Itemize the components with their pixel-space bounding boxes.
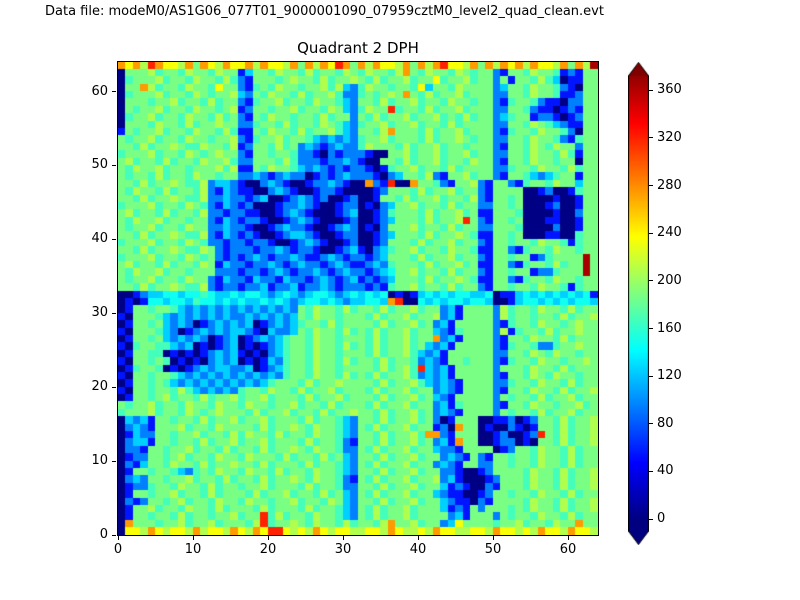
x-tick-label: 40: [409, 542, 427, 557]
colorbar-tick-label: 160: [657, 320, 682, 336]
y-tick-mark: [112, 534, 116, 536]
colorbar-tick-label: 40: [657, 463, 674, 479]
colorbar-tick-mark: [649, 280, 653, 282]
x-tick-label: 60: [559, 542, 577, 557]
x-tick-label: 0: [113, 542, 123, 557]
x-tick-mark: [267, 536, 269, 540]
plot-title: Quadrant 2 DPH: [297, 39, 419, 57]
colorbar-tick-label: 280: [657, 177, 682, 193]
colorbar-tick-label: 120: [657, 368, 682, 384]
colorbar-tick-mark: [649, 328, 653, 329]
x-tick-mark: [192, 536, 194, 540]
x-tick-mark: [492, 536, 494, 540]
x-tick-label: 10: [184, 542, 202, 557]
colorbar-canvas: [628, 62, 649, 545]
colorbar-tick-label: 240: [657, 225, 682, 241]
y-tick-mark: [112, 91, 116, 93]
colorbar-tick-label: 80: [657, 415, 674, 431]
heatmap-canvas: [118, 62, 598, 535]
y-tick-mark: [112, 238, 116, 240]
y-tick-label: 30: [91, 305, 108, 321]
y-tick-mark: [112, 164, 116, 166]
x-tick-label: 50: [484, 542, 502, 557]
colorbar-tick-mark: [649, 470, 653, 472]
colorbar-tick-label: 360: [657, 82, 682, 98]
colorbar-tick-mark: [649, 423, 653, 425]
x-tick-mark: [567, 536, 569, 540]
data-file-label: Data file: modeM0/AS1G06_077T01_90000010…: [45, 4, 604, 19]
x-tick-label: 20: [259, 542, 277, 557]
colorbar-tick-label: 0: [657, 511, 666, 527]
x-tick-label: 30: [334, 542, 352, 557]
x-tick-mark: [342, 536, 344, 540]
y-tick-mark: [112, 460, 116, 462]
y-tick-label: 60: [91, 83, 108, 99]
colorbar-tick-mark: [649, 518, 653, 520]
y-tick-label: 20: [91, 379, 108, 395]
x-tick-mark: [117, 536, 119, 540]
colorbar-tick-mark: [649, 185, 653, 187]
y-tick-mark: [112, 312, 116, 314]
y-tick-label: 0: [99, 527, 108, 542]
y-tick-label: 50: [91, 157, 108, 173]
colorbar-tick-mark: [649, 89, 653, 91]
colorbar-tick-mark: [649, 137, 653, 139]
colorbar-tick-label: 200: [657, 272, 682, 288]
colorbar-tick-label: 320: [657, 129, 682, 145]
y-tick-mark: [112, 386, 116, 388]
y-tick-label: 10: [91, 453, 108, 469]
y-tick-label: 40: [91, 231, 108, 247]
colorbar-tick-mark: [649, 232, 653, 234]
x-tick-mark: [417, 536, 419, 540]
plot-frame: [117, 61, 599, 536]
colorbar-tick-mark: [649, 375, 653, 377]
